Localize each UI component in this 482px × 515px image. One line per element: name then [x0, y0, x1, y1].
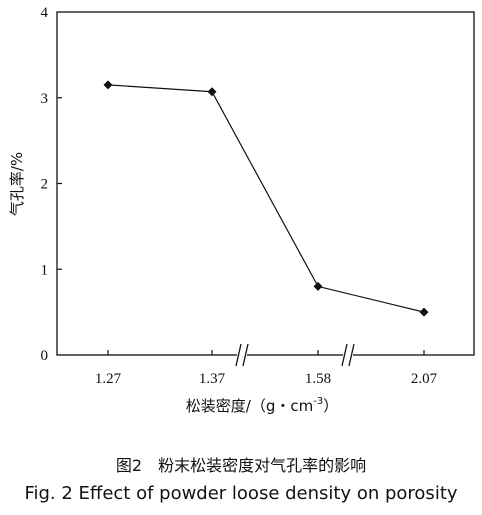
y-tick-label-0: 0 — [41, 348, 49, 364]
data-point-0 — [103, 80, 113, 90]
x-axis-title-exponent: -3 — [313, 396, 323, 407]
axis-breaks — [235, 343, 355, 367]
x-axis-title-main: 松装密度/（g・cm — [186, 397, 313, 415]
axis-break-slash-b-0 — [242, 343, 249, 367]
y-axis-title: 气孔率/% — [8, 152, 26, 216]
x-axis: 1.27 1.37 1.58 2.07 — [95, 350, 438, 387]
x-axis-title-close: ） — [323, 397, 338, 415]
figure-caption-chinese: 图2 粉末松装密度对气孔率的影响 — [115, 456, 367, 475]
data-point-2 — [313, 281, 323, 291]
chart: 0 1 2 3 4 1.27 1.37 1.58 2.07 气孔率/% 松装密度/（g・cm-… — [8, 5, 475, 415]
axis-break-gap-1 — [343, 353, 353, 357]
x-tick-label-2: 1.58 — [305, 371, 331, 387]
x-tick-label-3: 2.07 — [411, 371, 438, 387]
data-markers — [103, 80, 429, 317]
x-axis-title: 松装密度/（g・cm-3） — [186, 396, 338, 415]
x-tick-label-1: 1.37 — [199, 371, 226, 387]
y-axis: 0 1 2 3 4 — [41, 5, 62, 364]
axis-break-slash-a-0 — [235, 343, 242, 367]
series-line — [107, 84, 425, 313]
y-tick-label-3: 3 — [41, 91, 49, 107]
data-point-3 — [419, 307, 429, 317]
y-tick-label-2: 2 — [41, 177, 49, 193]
axis-break-gap-0 — [237, 353, 247, 357]
plot-frame — [56, 11, 475, 356]
axis-break-slash-a-1 — [341, 343, 348, 367]
figure-caption-english: Fig. 2 Effect of powder loose density on… — [24, 483, 458, 504]
data-point-1 — [207, 87, 217, 97]
y-tick-label-4: 4 — [41, 5, 49, 21]
x-tick-label-0: 1.27 — [95, 371, 122, 387]
axis-break-slash-b-1 — [348, 343, 355, 367]
y-tick-label-1: 1 — [41, 262, 49, 278]
